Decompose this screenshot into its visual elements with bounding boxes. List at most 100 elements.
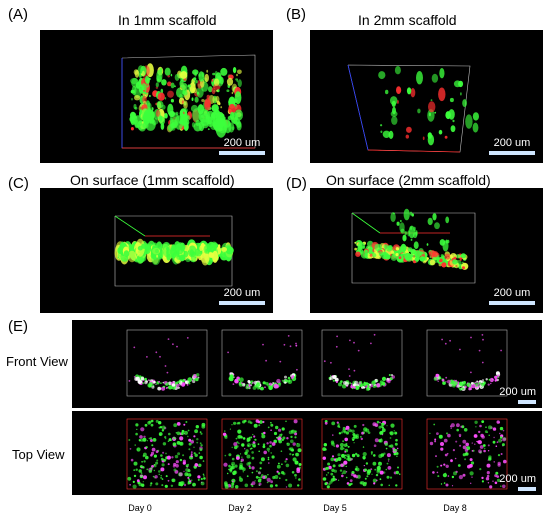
cell-spot — [159, 433, 162, 436]
cell-spot — [476, 440, 478, 443]
cell-spot — [456, 428, 460, 432]
cell-spot — [140, 376, 145, 381]
cell-spot — [449, 339, 451, 342]
cell-spot — [185, 421, 188, 423]
cell-spot — [376, 252, 380, 256]
cell-spot — [251, 483, 253, 486]
cell-spot — [142, 466, 145, 469]
cell-spot — [262, 475, 266, 479]
panel-a-scale-text: 200 um — [223, 137, 261, 149]
cell-spot — [156, 69, 163, 83]
cell-spot — [232, 383, 235, 385]
cell-spot — [252, 433, 254, 436]
cell-spot — [289, 345, 292, 348]
cell-spot — [294, 473, 297, 477]
cell-spot — [140, 73, 143, 76]
cell-spot — [471, 450, 474, 452]
cell-spot — [182, 90, 188, 96]
cell-spot — [387, 458, 390, 461]
cell-spot — [462, 388, 464, 390]
cell-spot — [248, 465, 251, 468]
cell-spot — [486, 471, 490, 475]
cell-spot — [278, 462, 280, 465]
cell-spot — [363, 381, 366, 384]
cell-spot — [158, 381, 160, 383]
cell-spot — [155, 109, 160, 117]
cell-spot — [452, 119, 455, 123]
cell-spot — [445, 111, 451, 120]
cell-spot — [164, 97, 167, 100]
cell-spot — [483, 447, 486, 450]
cell-spot — [324, 467, 328, 471]
cell-spot — [436, 256, 441, 261]
panel-b-image: 200 um — [310, 30, 543, 163]
cell-spot — [211, 104, 219, 113]
cell-spot — [174, 85, 176, 88]
cell-spot — [280, 450, 283, 452]
cell-spot — [268, 462, 270, 464]
cell-spot — [185, 116, 189, 121]
cell-spot — [367, 246, 375, 255]
cell-spot — [344, 437, 349, 442]
cell-spot — [330, 440, 335, 444]
cell-spot — [296, 443, 298, 445]
cell-spot — [291, 448, 294, 452]
cell-spot — [323, 443, 327, 447]
cell-spot — [482, 379, 484, 382]
cell-spot — [168, 432, 171, 436]
cell-spot — [193, 435, 196, 438]
cell-spot — [199, 442, 202, 445]
cell-spot — [344, 451, 347, 453]
cell-spot — [150, 451, 155, 455]
cell-spot — [161, 386, 166, 391]
cell-spot — [196, 441, 199, 444]
panel-a-image: 200 um — [40, 30, 273, 163]
cell-spot — [191, 97, 194, 101]
cell-spot — [390, 374, 394, 377]
cell-spot — [444, 135, 448, 139]
cell-spot — [165, 452, 167, 455]
cell-spot — [295, 452, 299, 457]
cell-spot — [294, 460, 299, 465]
cell-spot — [396, 100, 399, 104]
cell-spot — [178, 380, 181, 383]
cell-spot — [322, 456, 326, 460]
cell-spot — [138, 375, 142, 378]
cell-spot — [187, 84, 191, 88]
cell-spot — [330, 374, 332, 377]
cell-spot — [357, 242, 365, 250]
cell-spot — [158, 470, 161, 473]
cell-spot — [385, 254, 391, 260]
cell-spot — [231, 446, 233, 449]
cell-spot — [144, 378, 147, 381]
cell-spot — [387, 245, 393, 251]
cell-spot — [229, 469, 233, 473]
cell-spot — [439, 68, 445, 79]
cell-spot — [453, 471, 457, 476]
cell-spot — [434, 438, 437, 441]
cell-spot — [170, 439, 172, 442]
cell-spot — [281, 427, 285, 431]
cell-spot — [204, 98, 211, 111]
cell-spot — [141, 83, 147, 93]
cell-spot — [338, 426, 341, 428]
cell-spot — [413, 232, 418, 239]
cell-spot — [354, 247, 358, 251]
cell-spot — [199, 448, 203, 452]
panel-e-label: (E) — [8, 318, 28, 335]
cell-spot — [129, 448, 132, 450]
cell-spot — [284, 460, 287, 463]
cell-spot — [285, 458, 288, 461]
panel-c-scale-bar: 200 um — [219, 287, 265, 305]
cell-spot — [362, 446, 365, 448]
cell-spot — [154, 475, 158, 479]
cell-spot — [500, 349, 502, 352]
cell-spot — [136, 447, 141, 452]
cell-spot — [246, 439, 250, 443]
cell-spot — [375, 479, 378, 482]
cell-spot — [398, 473, 401, 475]
cell-spot — [326, 485, 330, 489]
cell-spot — [462, 99, 467, 108]
cell-spot — [472, 122, 479, 133]
cell-spot — [276, 436, 278, 439]
